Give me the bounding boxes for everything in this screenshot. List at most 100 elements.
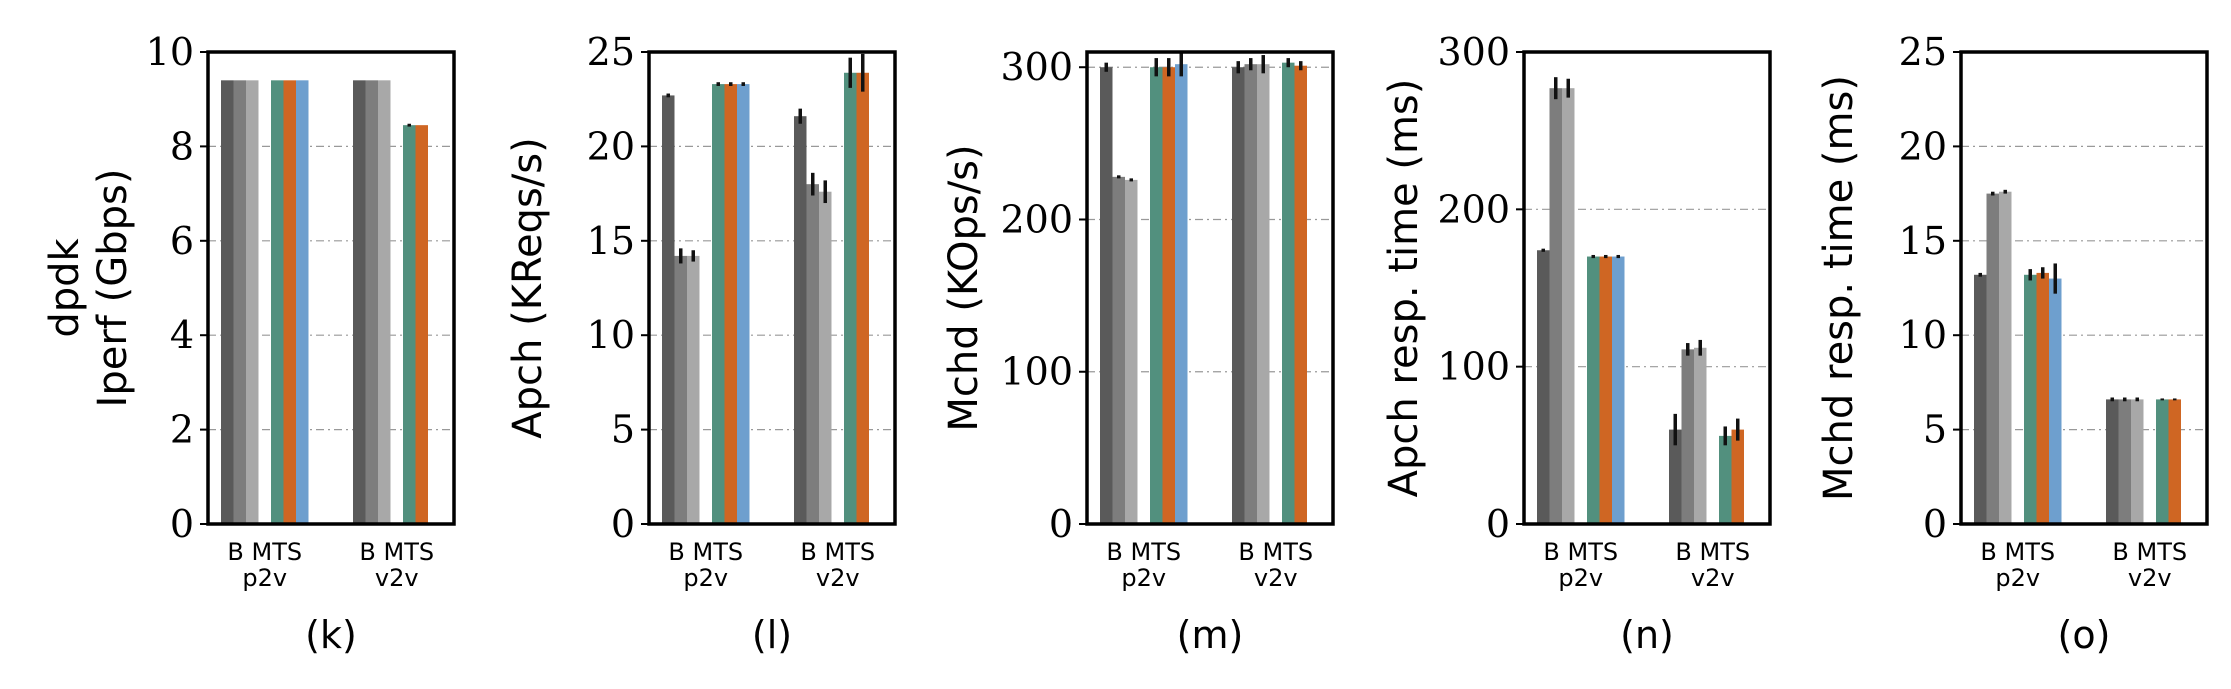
y-tick-label: 10 <box>1899 313 1947 357</box>
y-tick-label: 5 <box>1923 408 1947 452</box>
bar-v2v-5 <box>1294 65 1307 525</box>
bar-v2v-1 <box>806 184 819 524</box>
bar-p2v-2 <box>1562 88 1575 524</box>
y-axis-title-line: dpdk <box>42 238 88 338</box>
y-tick-label: 8 <box>170 124 194 168</box>
y-axis-title: Mchd (KOps/s) <box>941 144 987 431</box>
bar-p2v-5 <box>724 84 737 524</box>
y-tick-label: 15 <box>587 219 635 263</box>
bar-v2v-0 <box>1669 429 1682 524</box>
bar-group-label: B MTS <box>227 538 302 566</box>
group-name-label: v2v <box>816 564 860 592</box>
y-axis-title-line: Apch (KReqs/s) <box>505 137 551 438</box>
plot-frame <box>1522 50 1772 526</box>
y-tick-label: 200 <box>1437 187 1510 231</box>
bar-p2v-1 <box>1112 176 1125 524</box>
bar-v2v-0 <box>794 116 807 524</box>
bar-p2v-2 <box>1125 179 1138 524</box>
bar-v2v-4 <box>1282 62 1295 524</box>
bar-p2v-6 <box>1175 64 1188 524</box>
group-name-label: p2v <box>1121 564 1166 592</box>
bar-v2v-1 <box>1244 64 1257 524</box>
bar-v2v-2 <box>378 80 391 524</box>
bar-p2v-4 <box>1150 67 1163 525</box>
plot-frame <box>206 50 456 526</box>
bar-v2v-2 <box>2131 399 2144 524</box>
bar-p2v-6 <box>2049 278 2062 524</box>
bar-v2v-4 <box>2156 399 2169 524</box>
group-name-label: v2v <box>375 564 419 592</box>
bar-p2v-6 <box>1612 256 1625 524</box>
bar-v2v-1 <box>1681 349 1694 524</box>
bar-p2v-4 <box>1587 256 1600 524</box>
bar-group-label: B MTS <box>668 538 743 566</box>
plot-frame <box>647 50 897 526</box>
bar-p2v-0 <box>221 80 234 524</box>
bar-p2v-5 <box>2036 272 2049 524</box>
bar-p2v-1 <box>233 80 246 524</box>
y-tick-label: 25 <box>1899 30 1947 74</box>
y-axis-title: Apch resp. time (ms) <box>1381 79 1427 498</box>
bar-group-label: B MTS <box>359 538 434 566</box>
y-tick-label: 0 <box>611 502 635 546</box>
bar-v2v-5 <box>856 72 869 524</box>
y-tick-label: 10 <box>146 30 194 74</box>
bar-v2v-0 <box>353 80 366 524</box>
bar-group-label: B MTS <box>1106 538 1181 566</box>
plot-frame <box>1085 50 1335 526</box>
bar-group-label: B MTS <box>1238 538 1313 566</box>
bar-v2v-4 <box>403 125 416 524</box>
bar-p2v-6 <box>296 80 309 524</box>
y-tick-label: 0 <box>1049 502 1073 546</box>
subfigure-label: (m) <box>1177 613 1244 657</box>
bar-v2v-5 <box>2168 399 2181 524</box>
y-tick-label: 100 <box>1437 345 1510 389</box>
y-axis-title-line: Apch resp. time (ms) <box>1381 79 1427 498</box>
y-axis-title-line: Mchd resp. time (ms) <box>1816 75 1862 501</box>
bar-v2v-0 <box>1232 67 1245 525</box>
y-tick-label: 5 <box>611 408 635 452</box>
bar-group-label: B MTS <box>800 538 875 566</box>
bar-v2v-1 <box>2118 399 2131 524</box>
y-tick-label: 300 <box>1000 45 1073 89</box>
y-axis-title: dpdkIperf (Gbps) <box>42 169 136 408</box>
y-axis-title: Apch (KReqs/s) <box>505 137 551 438</box>
bar-p2v-1 <box>674 255 687 525</box>
bar-v2v-2 <box>819 191 832 524</box>
bar-p2v-0 <box>662 95 675 524</box>
y-tick-label: 0 <box>1486 502 1510 546</box>
group-name-label: p2v <box>1995 564 2040 592</box>
bar-v2v-0 <box>2106 399 2119 524</box>
subfigure-label: (n) <box>1620 613 1674 657</box>
bar-p2v-4 <box>2024 274 2037 524</box>
bar-v2v-1 <box>365 80 378 524</box>
bar-p2v-5 <box>283 80 296 524</box>
y-tick-label: 20 <box>1899 124 1947 168</box>
y-tick-label: 0 <box>1923 502 1947 546</box>
group-name-label: v2v <box>1691 564 1735 592</box>
group-name-label: p2v <box>683 564 728 592</box>
bar-group-label: B MTS <box>2112 538 2187 566</box>
y-axis-title-line: Mchd (KOps/s) <box>941 144 987 431</box>
bar-group-label: B MTS <box>1675 538 1750 566</box>
bar-v2v-4 <box>844 72 857 524</box>
bar-p2v-1 <box>1986 193 1999 524</box>
group-name-label: v2v <box>1254 564 1298 592</box>
bar-p2v-4 <box>271 80 284 524</box>
y-tick-label: 100 <box>1000 350 1073 394</box>
y-tick-label: 0 <box>170 502 194 546</box>
bar-group-label: B MTS <box>1543 538 1618 566</box>
bar-p2v-5 <box>1162 67 1175 525</box>
group-name-label: p2v <box>1558 564 1603 592</box>
y-tick-label: 20 <box>587 124 635 168</box>
bar-p2v-2 <box>246 80 259 524</box>
y-tick-label: 2 <box>170 408 194 452</box>
bar-p2v-6 <box>737 84 750 524</box>
bar-p2v-2 <box>687 255 700 525</box>
bar-v2v-4 <box>1719 435 1732 524</box>
group-name-label: p2v <box>242 564 287 592</box>
